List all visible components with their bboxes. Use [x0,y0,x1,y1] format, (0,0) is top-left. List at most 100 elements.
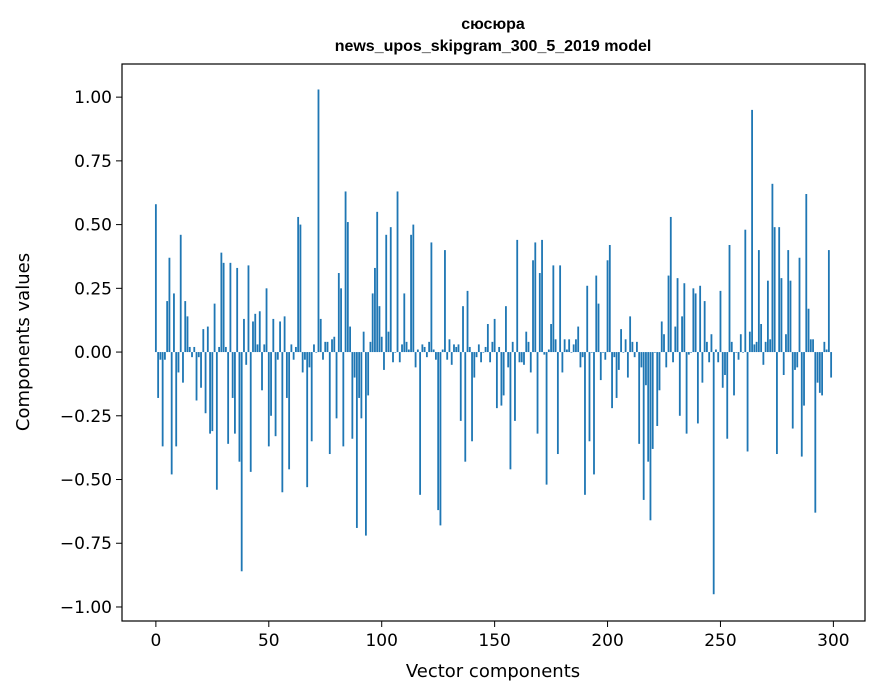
bar-239 [694,293,697,353]
bar-226 [665,352,668,368]
bar-254 [728,244,731,353]
y-tick-label: −1.00 [60,598,112,618]
bar-42 [249,352,252,472]
bar-278 [782,352,785,375]
x-axis-ticks: 0 50 100 150 200 250 300 [150,621,850,651]
bar-54 [276,352,279,360]
y-tick-label: −0.25 [60,407,112,427]
bar-126 [439,352,442,526]
bar-262 [746,352,749,452]
bar-140 [471,352,473,442]
bar-177 [554,339,557,353]
bar-56 [281,352,284,493]
bar-147 [486,324,489,353]
bar-119 [423,346,426,353]
bar-241 [699,285,702,353]
bar-77 [328,352,331,455]
bar-276 [778,227,781,353]
bar-116 [416,349,419,353]
bar-129 [446,352,449,360]
bar-204 [615,352,618,398]
y-tick-label: 0.25 [74,279,112,299]
bar-196 [597,303,600,353]
bar-163 [523,352,525,365]
x-axis-label: Vector components [406,661,580,682]
bar-110 [403,293,406,353]
bar-192 [588,352,591,442]
bar-298 [827,250,830,353]
bar-30 [222,262,225,353]
bar-237 [690,352,693,353]
bar-45 [256,344,259,353]
bar-135 [459,352,462,421]
bar-114 [412,224,415,353]
bar-39 [243,318,245,353]
bar-283 [794,352,796,370]
bar-220 [651,352,654,449]
bar-95 [369,341,372,353]
bar-61 [292,352,295,360]
bar-273 [771,183,774,353]
bar-24 [209,352,211,434]
bar-156 [507,352,510,368]
bar-231 [676,278,679,353]
bar-277 [780,278,783,353]
bar-19 [197,352,200,358]
bar-51 [270,352,272,416]
bar-154 [502,352,505,396]
y-axis-label: Components values [13,253,34,431]
bar-160 [516,239,519,353]
bar-234 [683,283,686,353]
bar-209 [626,352,629,378]
bar-255 [730,341,733,353]
bar-198 [602,352,604,353]
bar-12 [182,352,184,383]
bar-38 [240,352,243,572]
bar-248 [715,349,717,353]
bar-153 [500,352,503,406]
bar-81 [337,273,340,353]
bar-162 [520,352,523,363]
bar-103 [387,331,390,353]
bar-221 [654,352,656,353]
bars-layer [154,89,833,595]
bar-207 [622,352,625,353]
bar-122 [430,242,433,353]
bar-190 [584,352,586,495]
bar-76 [326,341,329,353]
bar-49 [265,288,268,353]
bar-3 [161,352,164,447]
bar-83 [342,352,345,447]
bar-219 [649,352,652,521]
bar-275 [776,352,778,455]
bar-249 [717,352,720,363]
bar-121 [428,341,431,353]
bar-82 [340,288,342,353]
bar-104 [389,227,392,353]
bar-37 [238,352,241,462]
bar-242 [701,352,704,383]
bar-244 [706,341,708,353]
bar-180 [561,352,564,373]
bar-115 [414,352,417,368]
bar-251 [721,352,724,388]
bar-74 [322,352,324,360]
bar-87 [351,352,354,439]
bar-203 [613,352,616,358]
bar-261 [744,229,747,353]
bar-44 [254,313,257,353]
bar-222 [656,352,659,426]
bar-243 [703,301,706,353]
bar-132 [453,344,455,353]
bar-256 [733,352,735,396]
y-tick-label: −0.75 [60,534,112,554]
bar-223 [658,352,661,391]
bar-212 [633,352,636,358]
bar-128 [444,250,446,353]
bar-215 [640,352,643,368]
bar-31 [224,346,227,353]
bar-171 [541,239,543,353]
bar-138 [466,290,469,353]
bar-227 [667,275,670,353]
bar-17 [193,346,196,353]
